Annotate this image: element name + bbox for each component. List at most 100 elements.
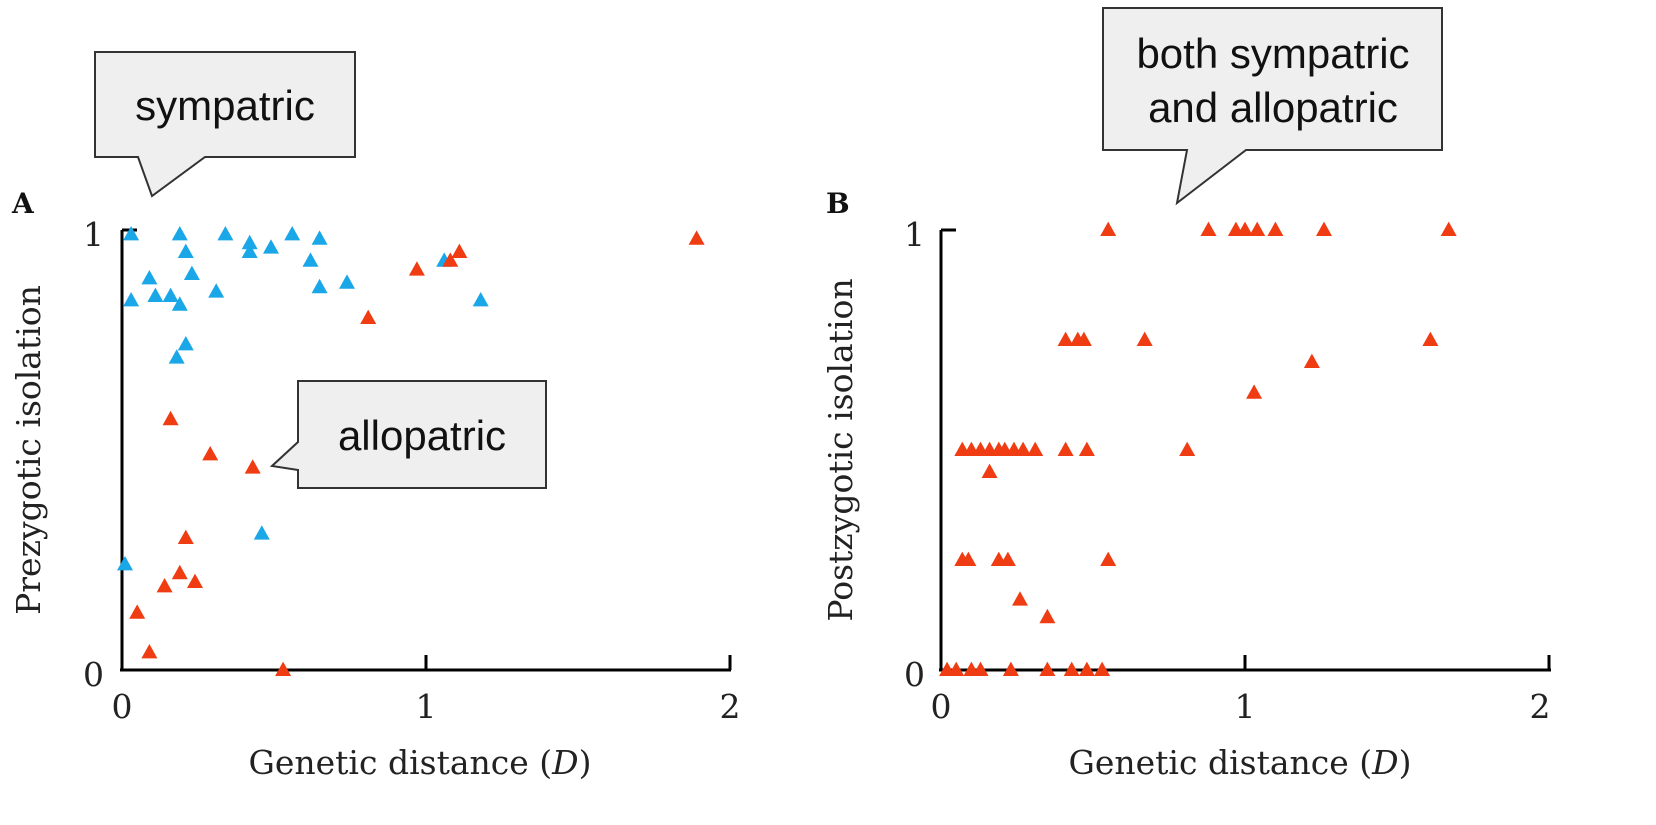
callout-sympatric-line-1: sympatric xyxy=(135,82,315,129)
panel-a-y-tick-label-1: 1 xyxy=(83,215,104,254)
panel-b-allopatric-point-14 xyxy=(1246,384,1263,399)
panel-b-y-tick-label-0: 0 xyxy=(904,655,925,694)
panel-b-allopatric-point-43 xyxy=(1094,661,1111,676)
panel-a-sympatric-point-14 xyxy=(311,278,328,294)
panel-a-x-tick-label-0: 0 xyxy=(112,687,133,726)
panel-a-sympatric-point-17 xyxy=(171,296,188,311)
panel-b-allopatric-point-36 xyxy=(948,661,965,676)
panel-b-markers xyxy=(939,221,1457,676)
panel-b-allopatric-point-6 xyxy=(1316,221,1332,236)
panel-b-allopatric-point-8 xyxy=(1057,331,1074,346)
callout-sympatric-bubble xyxy=(94,51,356,198)
panel-a-allopatric-point-3 xyxy=(408,261,425,276)
callout-allopatric-line-1: allopatric xyxy=(338,412,506,459)
panel-a-sympatric-point-7 xyxy=(177,243,194,258)
panel-a-markers xyxy=(117,226,705,676)
panel-a-allopatric-point-4 xyxy=(360,309,377,324)
panel-a-x-tick-label-2: 2 xyxy=(720,687,741,726)
panel-a-sympatric-point-24 xyxy=(117,556,133,571)
panel-a-sympatric-point-12 xyxy=(339,274,355,289)
panel-b-allopatric-point-24 xyxy=(1057,441,1074,456)
panel-a-allopatric-point-1 xyxy=(451,243,468,258)
panel-a-allopatric-point-9 xyxy=(171,564,188,580)
panel-b: B 1 0 0 1 2 Genetic distance (D) Postzyg… xyxy=(821,7,1551,782)
callout-both-line-2: and allopatric xyxy=(1148,84,1398,131)
panel-a-allopatric-point-13 xyxy=(141,644,158,659)
panel-b-letter: B xyxy=(826,187,850,220)
panel-b-allopatric-point-26 xyxy=(1179,441,1196,456)
panel-a-sympatric-point-8 xyxy=(241,243,258,258)
panel-a-sympatric-point-9 xyxy=(302,252,319,267)
panel-a-allopatric-point-10 xyxy=(187,573,203,588)
panel-a-sympatric-point-15 xyxy=(147,287,164,302)
panel-a-sympatric-point-5 xyxy=(263,239,279,254)
panel-a-allopatric-point-8 xyxy=(177,529,194,544)
panel-b-allopatric-point-13 xyxy=(1303,353,1320,368)
panel-a-allopatric-point-12 xyxy=(129,604,146,619)
panel-a-sympatric-point-2 xyxy=(217,226,234,241)
panel-a-sympatric-point-20 xyxy=(472,292,489,307)
panel-b-allopatric-point-41 xyxy=(1063,661,1080,676)
panel-b-allopatric-point-22 xyxy=(1015,441,1032,456)
panel-a-sympatric-point-6 xyxy=(311,230,328,245)
panel-a-allopatric-point-6 xyxy=(202,446,219,461)
panel-b-allopatric-point-5 xyxy=(1267,221,1284,236)
panel-b-allopatric-point-23 xyxy=(1027,441,1044,456)
panel-b-x-tick-label-1: 1 xyxy=(1235,687,1256,726)
panel-a-y-axis-label: Prezygotic isolation xyxy=(9,285,48,615)
panel-b-allopatric-point-38 xyxy=(972,661,989,676)
panel-b-x-tick-label-2: 2 xyxy=(1530,687,1551,726)
panel-b-allopatric-point-7 xyxy=(1440,221,1457,236)
panel-b-allopatric-point-0 xyxy=(1100,221,1117,236)
panel-a-sympatric-point-22 xyxy=(168,349,185,364)
panel-a-x-axis-label: Genetic distance (D) xyxy=(249,743,592,782)
panel-b-allopatric-point-34 xyxy=(1039,608,1056,624)
panel-b-allopatric-point-1 xyxy=(1200,221,1217,236)
panel-b-allopatric-point-33 xyxy=(1012,591,1028,606)
panel-b-x-tick-label-0: 0 xyxy=(931,687,952,726)
panel-a-sympatric-point-4 xyxy=(241,234,258,250)
panel-a-sympatric-point-18 xyxy=(123,292,140,307)
panel-b-allopatric-point-29 xyxy=(960,551,977,566)
panel-a-sympatric-point-1 xyxy=(171,226,188,241)
panel-b-y-axis-label: Postzygotic isolation xyxy=(821,278,860,621)
panel-a-allopatric-point-2 xyxy=(442,252,459,267)
panel-b-allopatric-point-39 xyxy=(1002,661,1019,676)
panel-b-allopatric-point-32 xyxy=(1100,551,1117,566)
panel-a-allopatric-point-14 xyxy=(275,661,292,676)
panel-a-sympatric-point-3 xyxy=(284,226,301,241)
panel-b-allopatric-point-42 xyxy=(1078,661,1095,676)
callout-both: both sympatric and allopatric xyxy=(1102,7,1443,206)
panel-b-allopatric-point-25 xyxy=(1078,441,1095,456)
panel-a-sympatric-point-0 xyxy=(123,226,140,241)
panel-b-allopatric-point-31 xyxy=(999,551,1016,566)
panel-a-allopatric-point-0 xyxy=(688,230,705,245)
panel-a: A 1 0 0 1 2 Genetic distance (D) Prezygo… xyxy=(9,51,741,782)
panel-b-allopatric-point-10 xyxy=(1075,331,1092,346)
panel-a-sympatric-point-11 xyxy=(183,265,200,280)
panel-a-sympatric-point-21 xyxy=(177,336,194,351)
panel-a-sympatric-point-13 xyxy=(208,283,225,298)
panel-a-allopatric-point-5 xyxy=(162,410,179,426)
panel-a-allopatric-point-11 xyxy=(156,578,173,593)
panel-b-allopatric-point-12 xyxy=(1422,331,1439,346)
callout-allopatric-bubble xyxy=(269,380,547,489)
panel-b-allopatric-point-27 xyxy=(981,463,998,478)
panel-a-allopatric-point-7 xyxy=(244,459,261,474)
panel-b-y-tick-label-1: 1 xyxy=(904,215,925,254)
panel-a-x-tick-label-1: 1 xyxy=(416,687,437,726)
panel-a-sympatric-point-23 xyxy=(253,525,270,540)
panel-b-allopatric-point-40 xyxy=(1039,661,1056,676)
panel-b-allopatric-point-11 xyxy=(1136,331,1153,346)
callout-both-bubble xyxy=(1102,7,1443,206)
callout-allopatric: allopatric xyxy=(269,380,547,489)
panel-a-sympatric-point-10 xyxy=(141,270,158,285)
panel-a-y-tick-label-0: 0 xyxy=(83,655,104,694)
panel-b-allopatric-point-3 xyxy=(1237,221,1253,236)
panel-a-letter: A xyxy=(11,187,35,220)
callout-both-line-1: both sympatric xyxy=(1136,30,1409,77)
panel-b-allopatric-point-4 xyxy=(1249,221,1266,236)
callout-sympatric: sympatric xyxy=(94,51,356,198)
panel-b-x-axis-label: Genetic distance (D) xyxy=(1069,743,1412,782)
